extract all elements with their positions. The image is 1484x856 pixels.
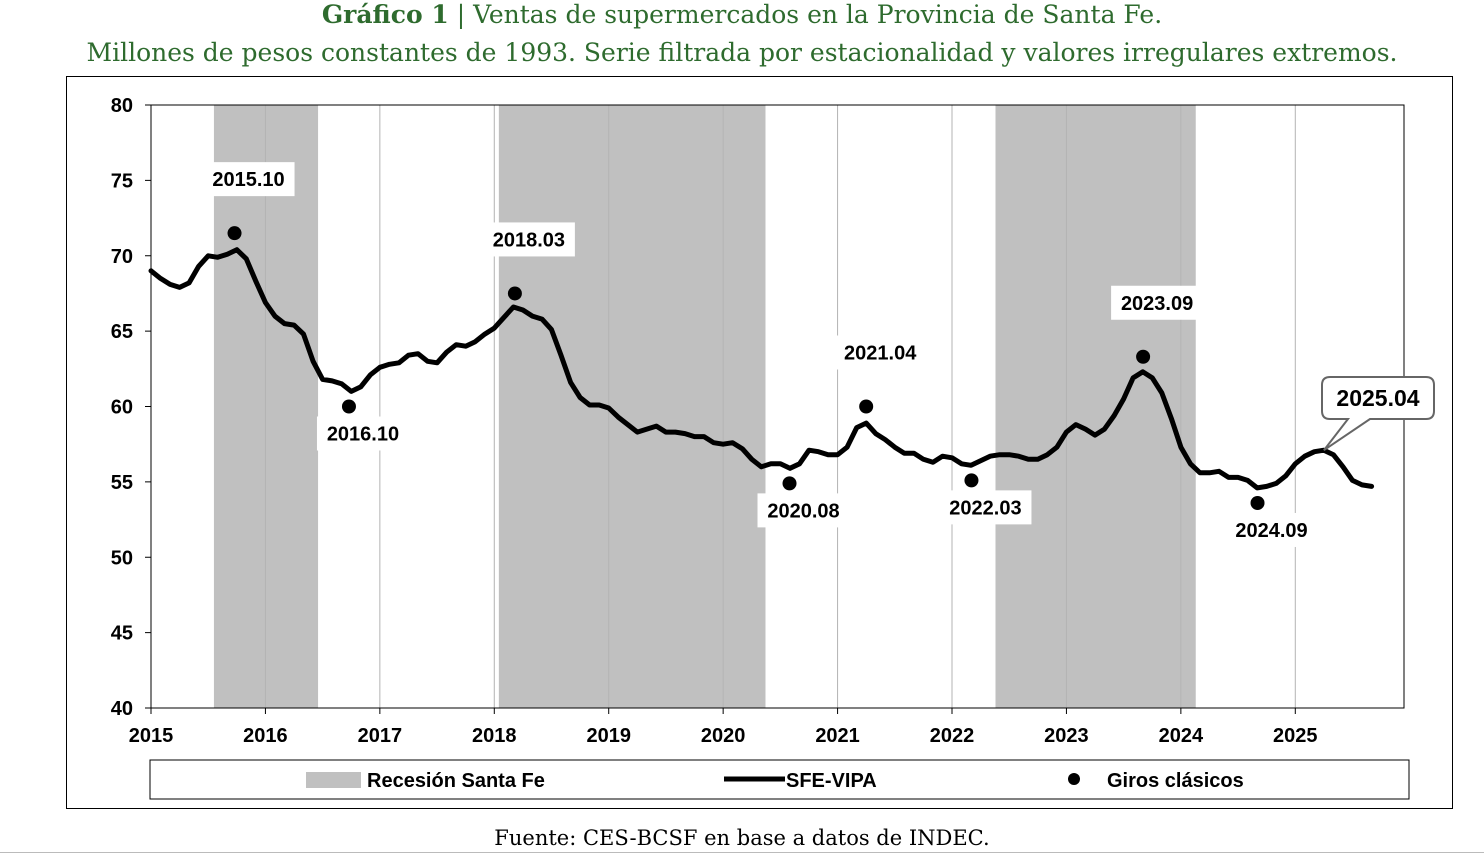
title-separator: | xyxy=(456,0,466,29)
turning-point-label: 2023.09 xyxy=(1121,293,1193,315)
chart-subtitle: Millones de pesos constantes de 1993. Se… xyxy=(86,38,1398,67)
x-tick-label: 2025 xyxy=(1273,725,1318,747)
legend-swatch-dot xyxy=(1068,773,1080,785)
turning-point-label-bg xyxy=(1225,512,1318,547)
legend-label-line: SFE-VIPA xyxy=(786,770,877,792)
turning-point-marker xyxy=(782,476,797,491)
x-tick-label: 2018 xyxy=(472,725,517,747)
turning-point-marker xyxy=(1250,495,1265,510)
y-tick-label: 80 xyxy=(111,95,133,117)
turning-point-marker xyxy=(227,226,242,241)
y-tick-label: 50 xyxy=(111,547,133,569)
plot-area xyxy=(150,104,1405,709)
y-tick-label: 45 xyxy=(111,623,133,645)
turning-point-label-bg xyxy=(834,335,927,370)
legend-swatch-recession xyxy=(306,772,361,788)
turning-point-label: 2015.10 xyxy=(212,169,284,191)
x-tick-label: 2023 xyxy=(1044,725,1089,747)
x-tick-label: 2016 xyxy=(243,725,288,747)
chart-frame: 40 45 50 55 60 65 70 75 80 2015 2016 2017 2018 2019 20… xyxy=(66,76,1453,809)
turning-point-label-bg xyxy=(316,416,409,451)
turning-point-marker xyxy=(341,399,356,414)
y-tick-label: 65 xyxy=(111,321,133,343)
x-tick-label: 2019 xyxy=(586,725,631,747)
turning-point-marker xyxy=(507,286,522,301)
source-note: Fuente: CES-BCSF en base a datos de INDE… xyxy=(494,826,990,850)
turning-point-label-bg xyxy=(757,493,850,528)
turning-point-label-bg xyxy=(202,162,295,197)
turning-point-label: 2024.09 xyxy=(1235,520,1307,542)
recession-band xyxy=(995,105,1196,708)
turning-point-label: 2021.04 xyxy=(844,343,917,365)
turning-point-marker xyxy=(859,399,874,414)
turning-point-label-bg xyxy=(1111,285,1204,320)
chart-svg: 40 45 50 55 60 65 70 75 80 2015 2016 2017 2018 2019 20… xyxy=(111,95,1435,800)
recession-band xyxy=(213,105,319,708)
turning-point-marker xyxy=(1136,349,1151,364)
x-tick-label: 2024 xyxy=(1159,725,1204,747)
y-tick-label: 75 xyxy=(111,170,133,192)
turning-point-label-bg xyxy=(939,490,1032,525)
callout-label: 2025.04 xyxy=(1336,385,1419,411)
bottom-rule xyxy=(0,852,1484,853)
turning-point-label: 2016.10 xyxy=(327,424,399,446)
chart-label: Gráfico 1 xyxy=(321,0,449,29)
legend-label-dot: Giros clásicos xyxy=(1107,770,1244,792)
y-tick-label: 60 xyxy=(111,397,133,419)
legend-label-recession: Recesión Santa Fe xyxy=(367,770,545,792)
x-tick-label: 2017 xyxy=(358,725,403,747)
y-tick-label: 55 xyxy=(111,472,133,494)
x-tick-label: 2022 xyxy=(930,725,975,747)
recession-band xyxy=(498,105,766,708)
chart-title: Gráfico 1 | Ventas de supermercados en l… xyxy=(0,0,1484,29)
x-tick-label: 2020 xyxy=(701,725,746,747)
turning-point-label-bg xyxy=(482,222,575,257)
turning-point-label: 2022.03 xyxy=(949,497,1021,519)
title-text: Ventas de supermercados en la Provincia … xyxy=(473,0,1163,29)
y-tick-label: 70 xyxy=(111,246,133,268)
turning-point-marker xyxy=(964,473,979,488)
y-tick-label: 40 xyxy=(111,698,133,720)
turning-point-label: 2020.08 xyxy=(767,500,839,522)
x-tick-label: 2021 xyxy=(815,725,860,747)
x-tick-label: 2015 xyxy=(129,725,174,747)
turning-point-label: 2018.03 xyxy=(493,229,565,251)
series-line-sfe-vipa xyxy=(148,247,1375,491)
callout-box xyxy=(1321,376,1435,452)
